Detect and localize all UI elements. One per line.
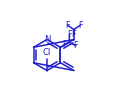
Text: F: F bbox=[65, 21, 69, 30]
Text: F: F bbox=[77, 21, 82, 30]
Text: F: F bbox=[73, 41, 78, 50]
Text: F: F bbox=[71, 30, 75, 39]
Text: N: N bbox=[43, 35, 50, 44]
Text: F: F bbox=[67, 30, 71, 39]
Text: F: F bbox=[62, 40, 66, 49]
Text: Cl: Cl bbox=[42, 48, 51, 57]
